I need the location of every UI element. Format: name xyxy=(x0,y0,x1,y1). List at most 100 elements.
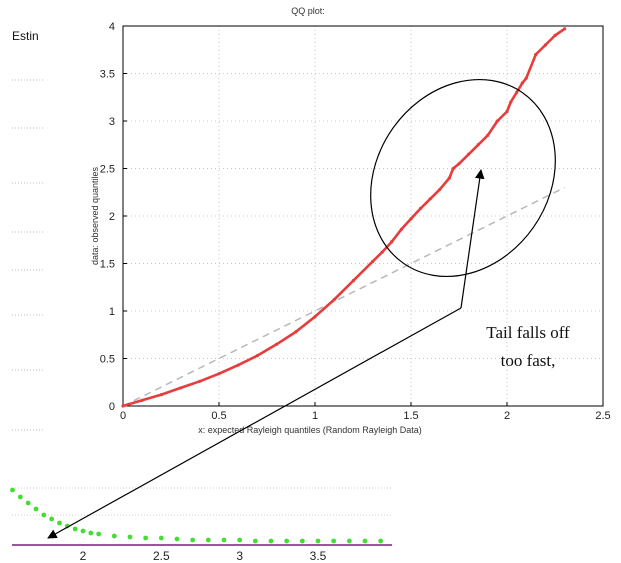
observed-quantile-point xyxy=(457,162,461,166)
bottom-series-layer xyxy=(10,487,384,544)
bottom-data-point xyxy=(190,537,196,543)
observed-quantile-point xyxy=(332,298,336,302)
bottom-data-point xyxy=(346,538,352,544)
tail-highlight-ellipse xyxy=(370,78,556,278)
observed-quantile-point xyxy=(520,81,524,85)
arrow-to-bottom-plot xyxy=(47,307,462,539)
observed-quantile-point xyxy=(255,354,259,358)
observed-quantile-point xyxy=(236,363,240,367)
observed-quantile-point xyxy=(438,187,442,191)
bottom-data-point xyxy=(174,536,180,542)
bottom-data-point xyxy=(221,537,227,543)
qq-plot-grid xyxy=(123,26,603,406)
bottom-data-point xyxy=(331,538,337,544)
bottom-data-point xyxy=(143,535,149,541)
qq-plot-title: QQ plot: xyxy=(291,6,325,16)
bottom-data-point xyxy=(17,494,23,500)
observed-quantile-point xyxy=(563,27,567,31)
bottom-x-tick-label: 3 xyxy=(236,549,243,563)
qq-y-tick-label: 0 xyxy=(109,401,115,413)
cropped-dotted-lines xyxy=(12,79,44,431)
annotation-line-1: Tail falls off xyxy=(486,323,570,342)
qq-x-tick-label: 0.5 xyxy=(211,410,226,422)
qq-y-tick-label: 1.5 xyxy=(100,259,115,271)
bottom-data-point xyxy=(315,538,321,544)
qq-y-tick-label: 3.5 xyxy=(100,69,115,81)
qq-y-tick-label: 3 xyxy=(109,116,115,128)
observed-quantile-point xyxy=(524,76,528,80)
bottom-data-point xyxy=(252,538,258,544)
observed-quantile-point xyxy=(140,398,144,402)
observed-quantile-point xyxy=(294,330,298,334)
bottom-data-point xyxy=(127,534,133,540)
observed-quantile-point xyxy=(217,372,221,376)
observed-quantile-point xyxy=(543,43,548,47)
bottom-residual-plot: 2 2.5 3 3.5 xyxy=(10,487,392,563)
observed-quantile-point xyxy=(419,206,423,210)
bottom-data-point xyxy=(237,537,243,543)
observed-quantile-point xyxy=(515,90,519,95)
bottom-data-point xyxy=(158,535,164,541)
bottom-data-point xyxy=(284,538,290,544)
qq-x-tick-label: 2.5 xyxy=(595,410,610,422)
observed-quantile-point xyxy=(428,197,432,201)
observed-quantile-point xyxy=(505,109,509,114)
bottom-data-point xyxy=(33,506,39,512)
annotation-line-2: too fast, xyxy=(501,351,556,370)
bottom-data-point xyxy=(88,530,94,536)
bottom-data-point xyxy=(72,526,78,532)
bottom-data-point xyxy=(362,538,368,544)
bottom-data-point xyxy=(378,538,384,544)
bottom-data-point xyxy=(268,538,274,544)
bottom-x-ticks: 2 2.5 3 3.5 xyxy=(80,549,327,563)
observed-quantile-point xyxy=(447,176,451,180)
qq-x-tick-label: 1.5 xyxy=(403,410,418,422)
observed-quantile-point xyxy=(399,227,403,231)
observed-quantile-point xyxy=(275,342,279,346)
observed-quantile-point xyxy=(509,100,513,104)
qq-y-tick-label: 1 xyxy=(109,306,115,318)
observed-quantile-point xyxy=(313,315,317,319)
qq-x-tick-label: 2 xyxy=(504,410,510,422)
bottom-data-point xyxy=(96,531,102,537)
bottom-data-point xyxy=(57,520,62,526)
bottom-data-point xyxy=(10,487,15,493)
bottom-data-point xyxy=(25,500,31,506)
observed-quantile-point xyxy=(486,133,490,137)
observed-quantile-point xyxy=(409,217,413,221)
observed-quantile-point xyxy=(451,166,455,171)
qq-x-axis-label: x: expected Rayleigh quantiles (Random R… xyxy=(198,425,422,435)
qq-y-tick-label: 2 xyxy=(109,211,115,223)
qq-y-axis-label: data: observed quantiles xyxy=(90,166,100,265)
observed-quantile-point xyxy=(495,119,499,123)
observed-quantile-point xyxy=(351,279,355,283)
reference-line xyxy=(122,186,565,407)
qq-x-tick-label: 1 xyxy=(312,410,318,422)
observed-quantile-point xyxy=(553,33,557,38)
bottom-grid xyxy=(12,487,392,516)
bottom-data-point xyxy=(49,516,55,522)
bottom-data-point xyxy=(41,512,47,518)
observed-quantile-point xyxy=(121,404,125,408)
observed-quantile-point xyxy=(371,260,375,264)
observed-quantile-point xyxy=(380,250,384,254)
observed-quantile-point xyxy=(179,386,183,390)
cropped-estimate-label: Estin xyxy=(12,29,39,43)
qq-x-ticks: 0 0.5 1 1.5 2 2.5 xyxy=(120,402,611,422)
observed-quantile-point xyxy=(159,393,163,397)
bottom-data-point xyxy=(80,528,86,534)
observed-quantile-point xyxy=(476,143,480,147)
bottom-x-tick-label: 3.5 xyxy=(310,549,327,563)
bottom-data-point xyxy=(299,538,305,544)
observed-quantile-point xyxy=(467,152,471,156)
bottom-data-point xyxy=(111,533,117,539)
observed-quantile-point xyxy=(198,379,202,383)
observed-quantile-point xyxy=(534,52,538,57)
qq-series-layer xyxy=(121,27,567,408)
bottom-data-point xyxy=(205,537,211,543)
qq-y-tick-label: 4 xyxy=(109,21,115,33)
qq-y-ticks: 0 0.5 1 1.5 2 2.5 3 3.5 4 xyxy=(100,21,127,413)
bottom-x-tick-label: 2.5 xyxy=(153,549,170,563)
observed-quantile-point xyxy=(390,240,394,244)
